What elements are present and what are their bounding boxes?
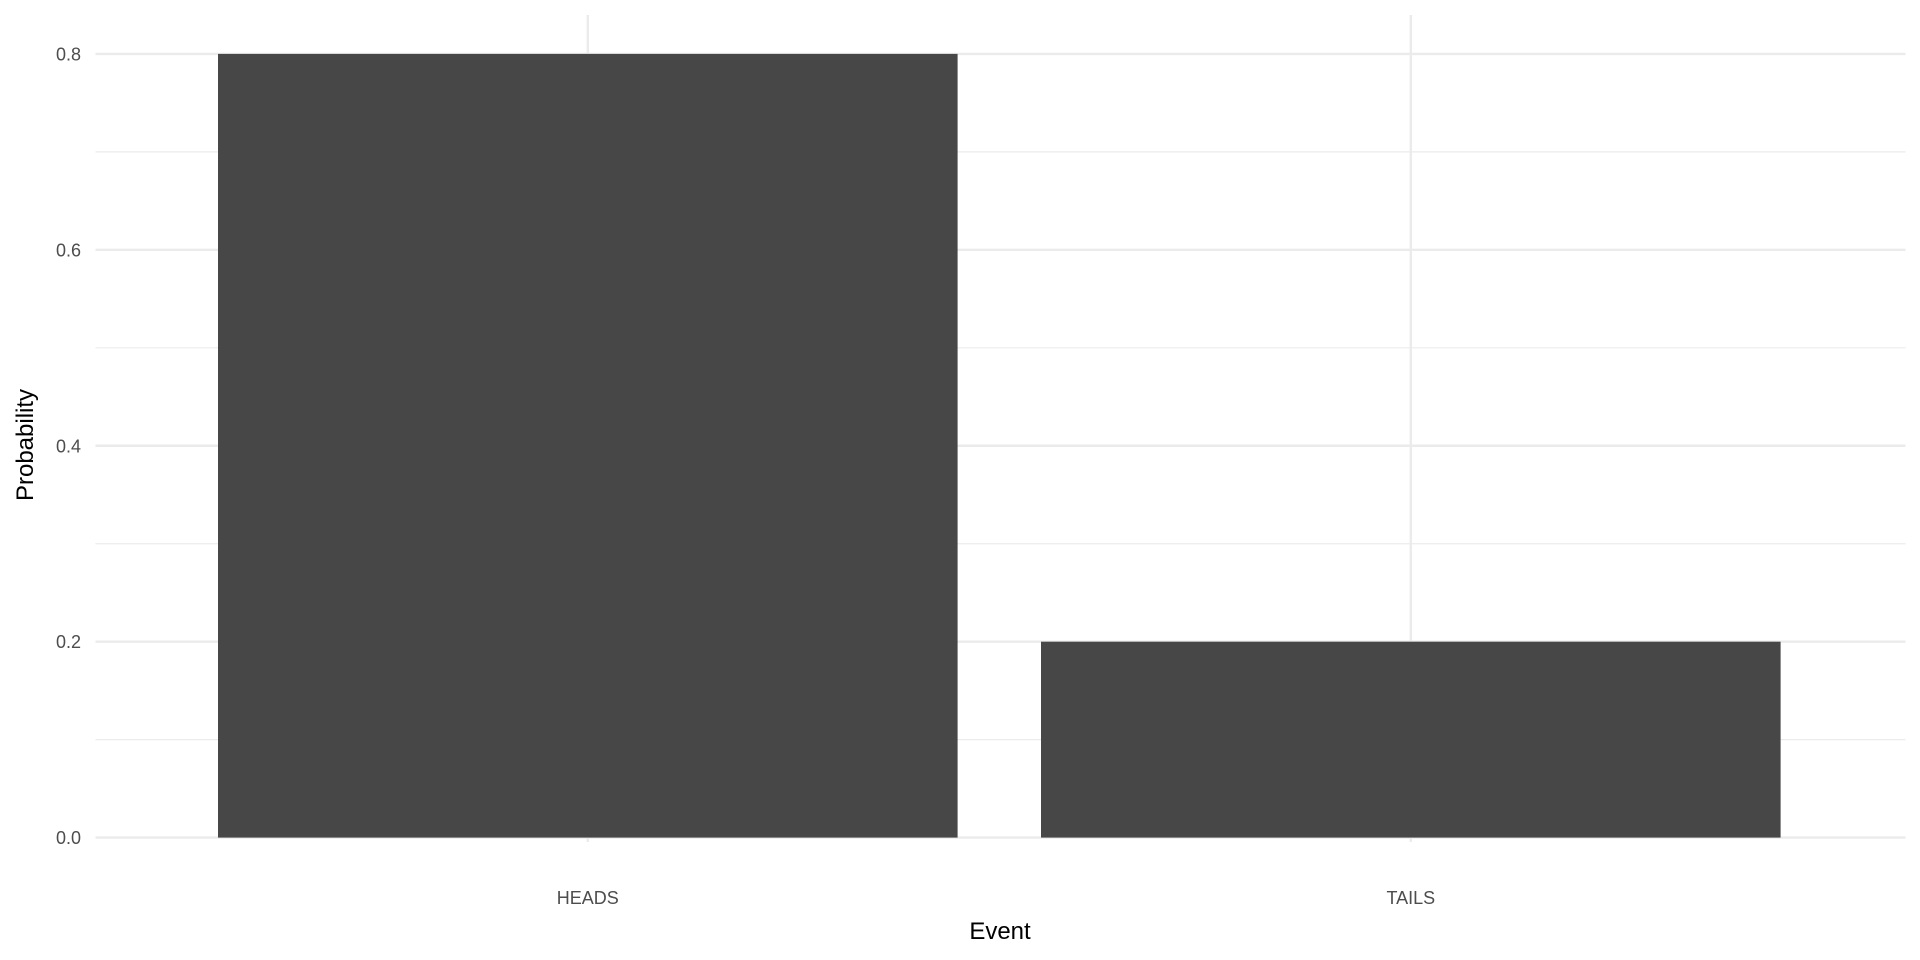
bar-tails (1041, 641, 1781, 838)
y-axis-title: Probability (12, 389, 39, 501)
y-tick-label: 0.4 (56, 436, 81, 456)
y-axis-ticks: 0.0 0.2 0.4 0.6 0.8 (56, 44, 81, 848)
y-tick-label: 0.0 (56, 828, 81, 848)
y-tick-label: 0.2 (56, 632, 81, 652)
x-tick-label: TAILS (1386, 888, 1435, 908)
y-tick-label: 0.6 (56, 240, 81, 260)
bars (218, 53, 1781, 838)
bar-heads (218, 53, 958, 838)
y-tick-label: 0.8 (56, 44, 81, 64)
x-tick-label: HEADS (557, 888, 619, 908)
x-axis-title: Event (969, 918, 1031, 945)
x-axis-ticks: HEADS TAILS (557, 888, 1435, 908)
